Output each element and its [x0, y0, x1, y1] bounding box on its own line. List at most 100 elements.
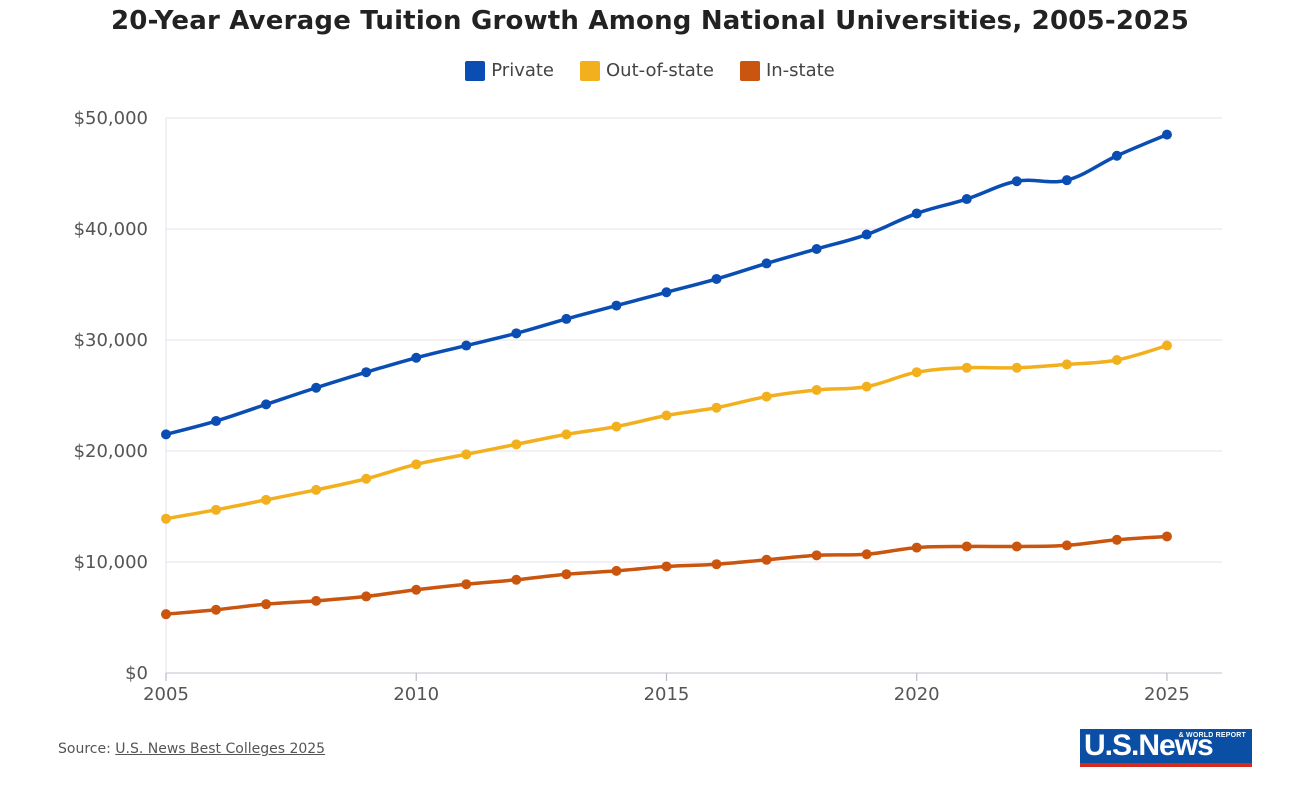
- y-tick-label: $10,000: [74, 552, 148, 573]
- data-point-private[interactable]: [411, 352, 422, 363]
- y-tick-label: $40,000: [74, 219, 148, 240]
- data-point-private[interactable]: [1011, 176, 1022, 187]
- series-lines: [161, 129, 1172, 620]
- data-point-out-of-state[interactable]: [211, 504, 222, 515]
- data-point-private[interactable]: [911, 208, 922, 219]
- data-point-out-of-state[interactable]: [1111, 354, 1122, 365]
- source-link[interactable]: U.S. News Best Colleges 2025: [115, 741, 326, 757]
- data-point-out-of-state[interactable]: [461, 449, 472, 460]
- data-point-out-of-state[interactable]: [161, 513, 171, 524]
- chart-title: 20-Year Average Tuition Growth Among Nat…: [111, 6, 1189, 36]
- y-tick-label: $0: [125, 663, 148, 684]
- data-point-private[interactable]: [261, 399, 272, 410]
- data-point-in-state[interactable]: [561, 569, 572, 580]
- data-point-out-of-state[interactable]: [411, 459, 422, 470]
- legend-label-private: Private: [491, 60, 555, 81]
- data-point-out-of-state[interactable]: [561, 429, 572, 440]
- data-point-in-state[interactable]: [361, 591, 372, 602]
- data-point-in-state[interactable]: [311, 595, 322, 606]
- source-prefix: Source:: [58, 741, 116, 757]
- data-point-out-of-state[interactable]: [361, 473, 372, 484]
- y-tick-label: $30,000: [74, 330, 148, 351]
- data-point-out-of-state[interactable]: [1061, 359, 1072, 370]
- series-private: [161, 129, 1172, 440]
- data-point-private[interactable]: [161, 429, 171, 440]
- axes: [165, 118, 1222, 681]
- data-point-private[interactable]: [761, 258, 772, 269]
- data-point-private[interactable]: [361, 367, 372, 378]
- data-point-private[interactable]: [311, 382, 322, 393]
- data-point-private[interactable]: [511, 328, 522, 339]
- data-point-out-of-state[interactable]: [861, 381, 872, 392]
- data-point-in-state[interactable]: [511, 574, 522, 585]
- tick-labels: $0 $10,000 $20,000 $30,000 $40,000 $50,000 200…: [74, 108, 1190, 705]
- data-point-in-state[interactable]: [461, 579, 472, 590]
- data-point-out-of-state[interactable]: [511, 439, 522, 450]
- series-in-state: [161, 531, 1172, 620]
- gridlines: [166, 117, 1222, 563]
- legend-item-out-of-state[interactable]: Out-of-state: [580, 60, 714, 81]
- data-point-private[interactable]: [461, 340, 472, 351]
- data-point-out-of-state[interactable]: [911, 367, 922, 378]
- data-point-out-of-state[interactable]: [711, 402, 722, 413]
- legend-swatch-in-state: [739, 60, 760, 81]
- data-point-in-state[interactable]: [861, 549, 872, 560]
- source-note: Source: U.S. News Best Colleges 2025: [58, 741, 325, 757]
- legend-item-in-state[interactable]: In-state: [739, 60, 835, 81]
- chart-legend: Private Out-of-state In-state: [0, 60, 1300, 81]
- line-chart: $0 $10,000 $20,000 $30,000 $40,000 $50,000 200…: [74, 108, 1222, 705]
- legend-label-out-of-state: Out-of-state: [606, 60, 714, 81]
- legend-swatch-private: [465, 60, 486, 81]
- data-point-in-state[interactable]: [1161, 531, 1172, 542]
- data-point-in-state[interactable]: [661, 561, 672, 572]
- data-point-out-of-state[interactable]: [661, 410, 672, 421]
- data-point-private[interactable]: [661, 287, 672, 298]
- data-point-in-state[interactable]: [161, 609, 171, 620]
- x-tick-label: 2005: [143, 684, 189, 705]
- data-point-out-of-state[interactable]: [261, 494, 272, 505]
- data-point-out-of-state[interactable]: [961, 362, 972, 373]
- data-point-private[interactable]: [1111, 150, 1122, 161]
- data-point-in-state[interactable]: [611, 565, 622, 576]
- data-point-private[interactable]: [811, 243, 822, 254]
- x-tick-label: 2015: [644, 684, 690, 705]
- data-point-private[interactable]: [861, 229, 872, 240]
- series-out-of-state: [161, 340, 1172, 524]
- x-tick-label: 2020: [894, 684, 940, 705]
- data-point-out-of-state[interactable]: [761, 391, 772, 402]
- data-point-in-state[interactable]: [411, 584, 422, 595]
- legend-swatch-out-of-state: [580, 60, 601, 81]
- data-point-out-of-state[interactable]: [1161, 340, 1172, 351]
- data-point-in-state[interactable]: [761, 554, 772, 565]
- data-point-in-state[interactable]: [811, 550, 822, 561]
- data-point-in-state[interactable]: [211, 604, 222, 615]
- data-point-in-state[interactable]: [911, 542, 922, 553]
- data-point-out-of-state[interactable]: [1011, 362, 1022, 373]
- data-point-in-state[interactable]: [261, 599, 272, 610]
- logo-subtitle: & WORLD REPORT: [1178, 732, 1246, 739]
- data-point-out-of-state[interactable]: [811, 384, 822, 395]
- data-point-private[interactable]: [961, 194, 972, 205]
- usnews-logo: U.S.News & WORLD REPORT: [1080, 729, 1252, 767]
- y-tick-label: $50,000: [74, 108, 148, 129]
- logo-stripe: [1080, 763, 1252, 767]
- data-point-private[interactable]: [1161, 129, 1172, 140]
- x-tick-label: 2025: [1144, 684, 1190, 705]
- data-point-out-of-state[interactable]: [311, 484, 322, 495]
- data-point-in-state[interactable]: [1061, 540, 1072, 551]
- data-point-in-state[interactable]: [1011, 541, 1022, 552]
- y-tick-label: $20,000: [74, 441, 148, 462]
- data-point-in-state[interactable]: [961, 541, 972, 552]
- data-point-in-state[interactable]: [1111, 534, 1122, 545]
- data-point-out-of-state[interactable]: [611, 421, 622, 432]
- data-point-private[interactable]: [611, 300, 622, 311]
- data-point-private[interactable]: [211, 416, 222, 427]
- data-point-private[interactable]: [561, 313, 572, 324]
- data-point-private[interactable]: [1061, 175, 1072, 186]
- data-point-private[interactable]: [711, 273, 722, 284]
- x-tick-label: 2010: [393, 684, 439, 705]
- legend-item-private[interactable]: Private: [465, 60, 554, 81]
- legend-label-in-state: In-state: [765, 60, 835, 81]
- data-point-in-state[interactable]: [711, 559, 722, 570]
- logo-wordmark: U.S.News: [1084, 729, 1214, 762]
